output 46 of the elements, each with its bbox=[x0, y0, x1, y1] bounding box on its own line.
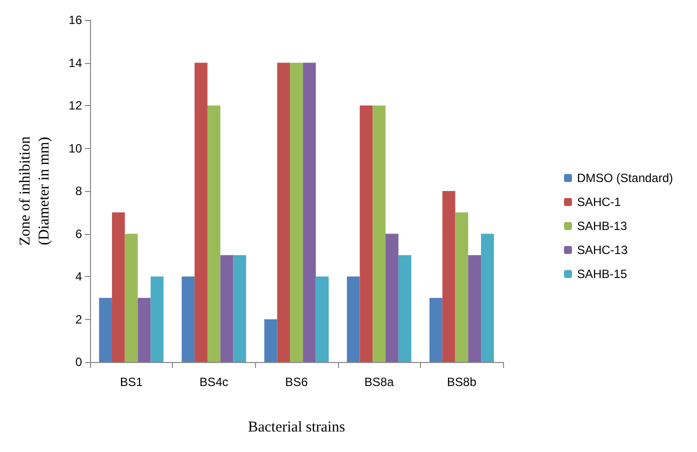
bar bbox=[207, 106, 220, 362]
bar bbox=[360, 106, 373, 362]
legend-label: SAHB-13 bbox=[576, 219, 628, 233]
bar bbox=[150, 276, 164, 362]
y-tick-label: 6 bbox=[75, 226, 82, 241]
bar bbox=[386, 234, 398, 362]
x-tick-label: BS8a bbox=[364, 375, 394, 389]
x-tick-label: BS4c bbox=[200, 375, 228, 389]
x-tick-label: BS8b bbox=[447, 375, 477, 389]
bar bbox=[138, 298, 151, 362]
bar bbox=[194, 62, 208, 362]
bar bbox=[468, 255, 482, 362]
bar bbox=[264, 319, 278, 362]
y-tick-label: 4 bbox=[75, 270, 82, 284]
y-tick-label: 10 bbox=[68, 141, 82, 156]
bar bbox=[277, 62, 290, 362]
bar bbox=[233, 255, 246, 362]
bar bbox=[346, 276, 360, 362]
x-tick-label: BS6 bbox=[285, 375, 308, 389]
legend-label: SAHB-15 bbox=[576, 267, 628, 281]
y-tick-label: 16 bbox=[68, 13, 82, 27]
bar bbox=[455, 212, 468, 362]
bar bbox=[112, 212, 125, 362]
bar bbox=[182, 276, 195, 362]
legend-label: SAHC-13 bbox=[576, 243, 628, 257]
legend-label: SAHC-1 bbox=[576, 195, 622, 209]
y-tick-label: 2 bbox=[75, 312, 82, 326]
bar bbox=[316, 276, 329, 362]
y-tick-label: 14 bbox=[68, 56, 82, 70]
bar bbox=[302, 62, 316, 362]
bar bbox=[220, 255, 234, 362]
y-tick-label: 8 bbox=[75, 184, 82, 198]
bar bbox=[481, 234, 494, 362]
y-tick-label: 12 bbox=[68, 98, 82, 112]
y-tick-label: 0 bbox=[75, 355, 82, 369]
legend-label: DMSO (Standard) bbox=[576, 171, 674, 185]
bar bbox=[398, 255, 412, 362]
bar bbox=[429, 298, 442, 362]
bar bbox=[99, 298, 112, 362]
x-tick-label: BS1 bbox=[120, 375, 143, 389]
bar bbox=[124, 234, 138, 362]
y-axis-title: Zone of inhibition (Diameter in mm) bbox=[18, 136, 52, 246]
x-axis-title: Bacterial strains bbox=[248, 420, 346, 436]
bar bbox=[290, 62, 303, 362]
bar bbox=[372, 106, 386, 362]
bar bbox=[442, 191, 456, 362]
